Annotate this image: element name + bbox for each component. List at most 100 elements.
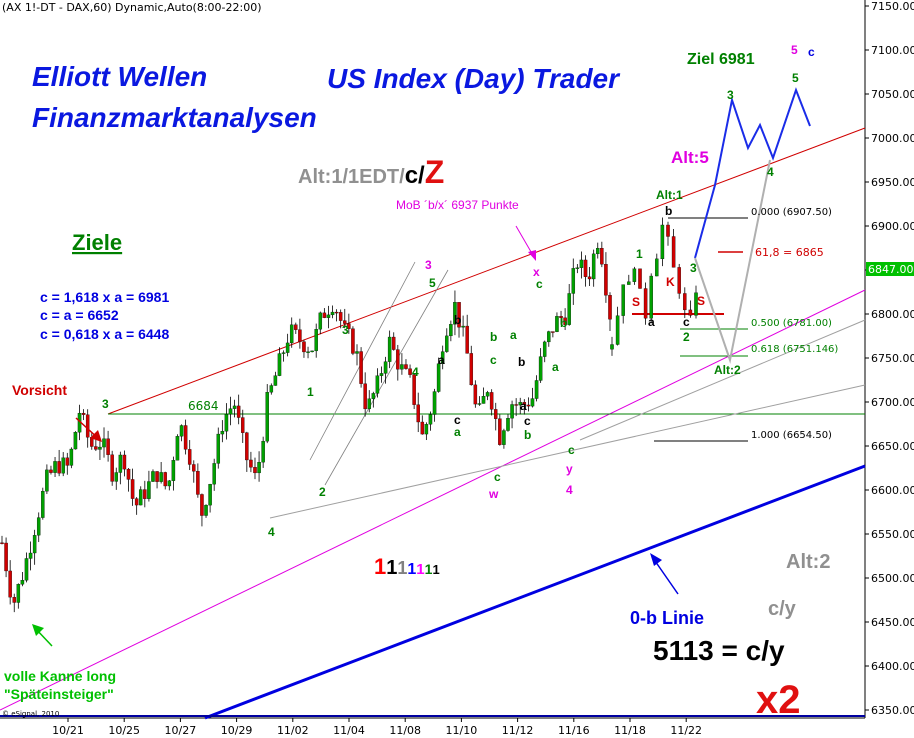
candle [94,446,98,450]
svg-text:4: 4 [566,483,573,497]
candle [330,311,335,316]
candle [110,454,114,482]
candle [587,276,592,280]
null-b-arrow [650,553,679,595]
candle [167,480,172,487]
candle [551,331,555,333]
candle [310,350,314,353]
svg-text:b: b [518,355,525,369]
candle [98,446,102,450]
svg-text:3: 3 [102,397,109,411]
candle [481,396,486,404]
fib-label-0000: 0.000 (6907.50) [751,207,832,218]
candle [559,316,563,318]
title-line1: Elliott Wellen [32,61,207,92]
gray-channel-2 [324,269,449,486]
y-tick-label: 6900.00 [871,220,914,233]
alt5-label: Alt:5 [671,148,709,167]
candle [371,393,376,399]
candle [677,267,681,294]
candle [391,336,396,350]
candle [469,353,474,386]
candle [151,471,155,482]
candle [65,457,70,466]
candle [461,325,465,328]
null-b-label: 0-b Linie [630,608,704,628]
candle [314,329,318,352]
y-tick-label: 6450.00 [871,616,914,629]
candle [253,467,257,474]
candle [4,542,8,572]
candle [200,494,204,516]
candle [28,552,33,559]
svg-text:w: w [488,487,499,501]
svg-text:c: c [568,443,575,457]
candle [155,471,159,482]
candle [41,491,45,518]
c-y-big-label: 5113 = c/y [653,635,785,666]
y-tick-label: 7050.00 [871,88,914,101]
y-tick-label: 6550.00 [871,528,914,541]
candle [514,404,518,406]
mob-arrow [515,225,536,261]
red-channel-line [107,127,866,415]
candle [379,373,384,376]
x2-label: x2 [756,678,801,722]
candle [134,498,139,506]
candle [477,403,482,405]
alt-label-c: c/ [405,162,425,189]
svg-text:5: 5 [792,71,799,85]
candle [522,402,527,406]
candle [175,436,180,461]
candle [69,448,74,466]
svg-text:S: S [632,295,640,309]
ziele-heading: Ziele [72,230,122,255]
candle [383,361,388,374]
candle [538,356,543,381]
svg-text:a: a [520,399,527,413]
candle [518,402,522,406]
one-5: 1 [416,561,424,578]
projection-gray [694,159,771,364]
volle-kanne-label-1: volle Kanne long [4,668,116,684]
svg-text:c: c [808,45,815,59]
svg-text:x: x [533,265,540,279]
x-tick-label: 10/29 [221,724,253,737]
candle [24,558,29,581]
zero-b-blue-line [204,464,866,720]
candle [143,489,147,499]
candle [224,414,229,432]
candle [649,275,653,319]
candle [196,471,200,495]
candle [428,414,433,425]
candle [449,324,453,337]
candle [261,441,265,463]
svg-text:b: b [665,204,672,218]
one-2: 1 [386,557,397,579]
x-tick-label: 11/18 [614,724,646,737]
x-tick-label: 11/08 [389,724,421,737]
candle [192,464,196,472]
svg-text:3: 3 [425,258,432,272]
candle [114,472,119,482]
candle [489,392,494,410]
gray-line-a [269,384,866,519]
candle [138,489,143,506]
candle [343,320,347,324]
svg-text:2: 2 [683,330,690,344]
candle [555,316,559,332]
candles [0,217,698,613]
candle [338,312,343,321]
fib-label-1000: 1.000 (6654.50) [751,430,832,441]
candle [600,248,604,265]
candle [643,288,648,319]
svg-text:c: c [494,470,501,484]
candle [534,380,539,399]
y-tick-label: 6950.00 [871,176,914,189]
candle [32,535,37,554]
volle-kanne-arrow [32,624,53,647]
svg-text:5: 5 [791,43,798,57]
candle [591,253,596,280]
candle [445,335,449,352]
